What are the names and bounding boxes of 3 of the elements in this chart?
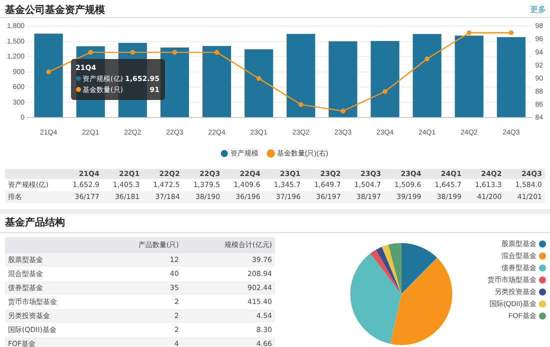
text: 更多 (530, 4, 546, 15)
text: 基金产品结构 (4, 216, 65, 229)
chart-title: 基金公司基金资产规模 (5, 4, 105, 17)
